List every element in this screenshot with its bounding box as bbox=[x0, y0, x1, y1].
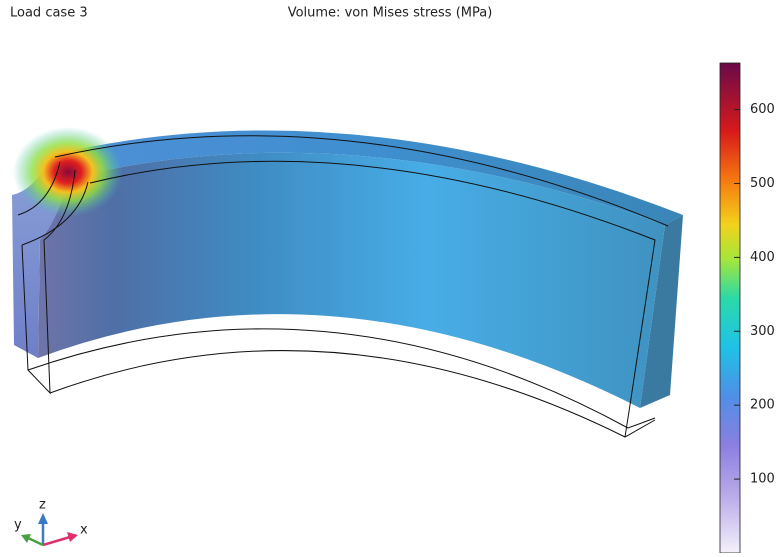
end-face bbox=[640, 215, 683, 408]
triad-y-label: y bbox=[14, 518, 22, 533]
colorbar-tick-label: 200 bbox=[750, 398, 775, 413]
front-surface bbox=[38, 152, 665, 408]
colorbar-tick-label: 100 bbox=[750, 472, 775, 487]
plot-title: Load case 3 bbox=[10, 6, 88, 21]
colorbar-tick-label: 300 bbox=[750, 324, 775, 339]
axis-triad: y z x bbox=[14, 498, 88, 547]
model-geometry bbox=[12, 127, 683, 438]
plot-subtitle: Volume: von Mises stress (MPa) bbox=[288, 6, 493, 21]
triad-z-label: z bbox=[39, 498, 46, 513]
triad-x-label: x bbox=[80, 523, 88, 538]
top-surface bbox=[52, 130, 683, 225]
colorbar-tick-label: 400 bbox=[750, 250, 775, 265]
colorbar-tick-label: 600 bbox=[750, 102, 775, 117]
colorbar-tick-label: 500 bbox=[750, 176, 775, 191]
